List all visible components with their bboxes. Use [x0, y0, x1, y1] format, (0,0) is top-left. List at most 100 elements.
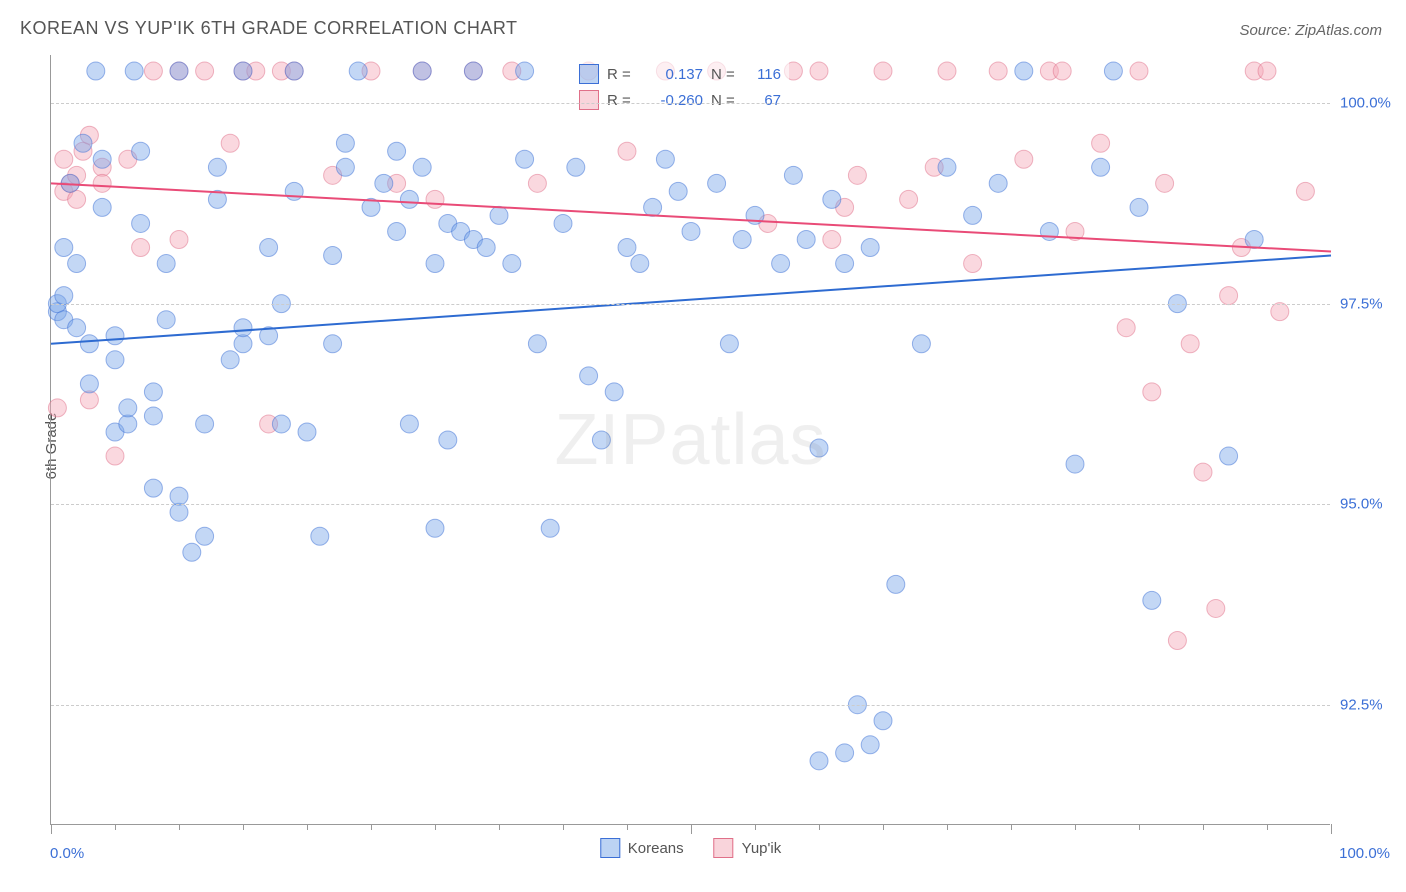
data-point — [554, 214, 572, 232]
data-point — [720, 335, 738, 353]
data-point — [1104, 62, 1122, 80]
data-point — [989, 174, 1007, 192]
x-tick — [115, 824, 116, 830]
data-point — [221, 351, 239, 369]
data-point — [836, 744, 854, 762]
data-point — [528, 335, 546, 353]
data-point — [93, 198, 111, 216]
legend-swatch — [579, 90, 599, 110]
series-legend: KoreansYup'ik — [600, 838, 781, 858]
x-tick — [563, 824, 564, 830]
data-point — [644, 198, 662, 216]
data-point — [260, 239, 278, 257]
chart-title: KOREAN VS YUP'IK 6TH GRADE CORRELATION C… — [20, 18, 518, 39]
data-point — [144, 383, 162, 401]
data-point — [234, 319, 252, 337]
y-tick-label: 100.0% — [1340, 95, 1400, 112]
data-point — [848, 166, 866, 184]
correlation-row: R = 0.137 N = 116 — [579, 61, 781, 87]
data-point — [733, 230, 751, 248]
data-point — [1168, 632, 1186, 650]
data-point — [234, 335, 252, 353]
legend-swatch — [600, 838, 620, 858]
legend-swatch — [714, 838, 734, 858]
data-point — [48, 399, 66, 417]
data-point — [1296, 182, 1314, 200]
data-point — [144, 62, 162, 80]
data-point — [1156, 174, 1174, 192]
x-tick — [435, 824, 436, 830]
data-point — [234, 62, 252, 80]
data-point — [80, 335, 98, 353]
x-tick — [499, 824, 500, 830]
x-tick — [1331, 824, 1332, 834]
x-tick — [1267, 824, 1268, 830]
data-point — [1092, 134, 1110, 152]
data-point — [74, 134, 92, 152]
data-point — [1130, 62, 1148, 80]
data-point — [426, 519, 444, 537]
data-point — [183, 543, 201, 561]
y-tick-label: 97.5% — [1340, 295, 1400, 312]
x-tick — [51, 824, 52, 834]
gridline-h — [51, 504, 1330, 505]
data-point — [272, 415, 290, 433]
data-point — [1181, 335, 1199, 353]
data-point — [1053, 62, 1071, 80]
data-point — [311, 527, 329, 545]
x-tick — [691, 824, 692, 834]
data-point — [68, 255, 86, 273]
y-tick-label: 95.0% — [1340, 496, 1400, 513]
data-point — [516, 62, 534, 80]
legend-swatch — [579, 64, 599, 84]
gridline-h — [51, 705, 1330, 706]
r-label: R = — [607, 66, 635, 83]
data-point — [784, 166, 802, 184]
data-point — [1258, 62, 1276, 80]
data-point — [605, 383, 623, 401]
data-point — [324, 247, 342, 265]
data-point — [1015, 150, 1033, 168]
x-tick — [179, 824, 180, 830]
data-point — [1092, 158, 1110, 176]
data-point — [1015, 62, 1033, 80]
data-point — [221, 134, 239, 152]
data-point — [388, 222, 406, 240]
data-point — [567, 158, 585, 176]
data-point — [823, 230, 841, 248]
gridline-h — [51, 304, 1330, 305]
r-value: 0.137 — [643, 66, 703, 83]
data-point — [964, 255, 982, 273]
data-point — [1130, 198, 1148, 216]
data-point — [80, 391, 98, 409]
data-point — [912, 335, 930, 353]
correlation-legend: R =0.137N =116R =-0.260N =67 — [571, 57, 789, 117]
n-value: 116 — [747, 66, 781, 83]
x-tick — [1011, 824, 1012, 830]
data-point — [541, 519, 559, 537]
data-point — [68, 190, 86, 208]
data-point — [170, 503, 188, 521]
data-point — [426, 190, 444, 208]
data-point — [170, 62, 188, 80]
x-tick — [755, 824, 756, 830]
n-label: N = — [711, 66, 739, 83]
legend-label: Yup'ik — [742, 840, 782, 857]
data-point — [132, 142, 150, 160]
data-point — [144, 479, 162, 497]
data-point — [823, 190, 841, 208]
x-tick — [307, 824, 308, 830]
data-point — [836, 255, 854, 273]
data-point — [132, 239, 150, 257]
data-point — [400, 415, 418, 433]
data-point — [426, 255, 444, 273]
gridline-h — [51, 103, 1330, 104]
data-point — [87, 62, 105, 80]
data-point — [55, 239, 73, 257]
data-point — [349, 62, 367, 80]
x-tick — [819, 824, 820, 830]
data-point — [93, 174, 111, 192]
x-tick — [1203, 824, 1204, 830]
data-point — [119, 415, 137, 433]
data-point — [1271, 303, 1289, 321]
